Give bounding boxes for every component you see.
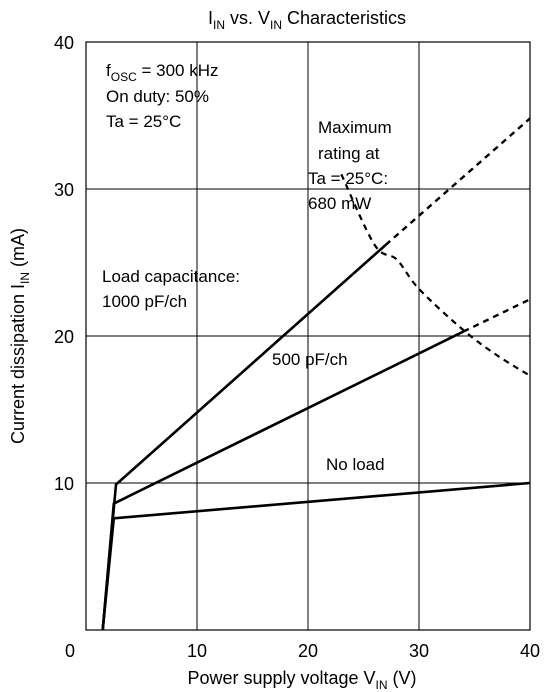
title-mid: vs. V bbox=[225, 8, 270, 28]
x-axis-label-main: Power supply voltage V bbox=[187, 668, 375, 688]
fosc-main: f bbox=[106, 61, 111, 80]
series-label-500pf: 500 pF/ch bbox=[272, 350, 348, 369]
curve-labels: Maximum rating at Ta = 25°C: 680 mW Load… bbox=[102, 118, 392, 474]
title-sub2: IN bbox=[270, 18, 282, 32]
title-sub1: IN bbox=[213, 18, 225, 32]
y-axis-label-sub: IN bbox=[18, 272, 32, 284]
origin-label: 0 bbox=[65, 641, 75, 661]
max-rating-label-1: Maximum bbox=[318, 118, 392, 137]
x-tick-label-1: 20 bbox=[298, 641, 318, 661]
y-tick-label-3: 40 bbox=[54, 33, 74, 53]
condition-duty: On duty: 50% bbox=[106, 87, 209, 106]
max-rating-label-3: Ta = 25°C: bbox=[308, 169, 388, 188]
plot-area bbox=[85, 41, 531, 631]
title-tail: Characteristics bbox=[282, 8, 406, 28]
y-tick-label-0: 10 bbox=[54, 474, 74, 494]
max-rating-label-4: 680 mW bbox=[308, 194, 371, 213]
y-axis-label-tail: (mA) bbox=[8, 228, 28, 272]
y-tick-labels: 10 20 30 40 bbox=[54, 33, 74, 494]
title-main: I bbox=[208, 8, 213, 28]
series-label-no-load: No load bbox=[326, 455, 385, 474]
series-line-2 bbox=[101, 481, 531, 631]
series-extension-1 bbox=[462, 298, 531, 333]
y-axis-label: Current dissipation IIN (mA) bbox=[8, 228, 32, 444]
x-axis-label: Power supply voltage VIN (V) bbox=[187, 668, 416, 692]
conditions-block: fOSC = 300 kHz On duty: 50% Ta = 25°C bbox=[106, 61, 219, 131]
fosc-tail: = 300 kHz bbox=[137, 61, 219, 80]
chart-title: IIN vs. VIN Characteristics bbox=[208, 8, 406, 32]
max-rating-curve bbox=[340, 173, 531, 377]
x-axis-label-tail: (V) bbox=[388, 668, 417, 688]
x-tick-label-3: 40 bbox=[520, 641, 540, 661]
condition-fosc: fOSC = 300 kHz bbox=[106, 61, 219, 84]
series-extension-0 bbox=[384, 117, 531, 246]
max-rating-label-2: rating at bbox=[318, 144, 380, 163]
y-tick-label-2: 30 bbox=[54, 180, 74, 200]
x-tick-label-0: 10 bbox=[187, 641, 207, 661]
series-group bbox=[101, 117, 531, 631]
condition-ta: Ta = 25°C bbox=[106, 112, 181, 131]
series-line-1 bbox=[101, 330, 464, 631]
x-axis-label-sub: IN bbox=[376, 678, 388, 692]
x-tick-labels: 10 20 30 40 bbox=[187, 641, 540, 661]
plot-frame bbox=[85, 41, 531, 631]
y-tick-label-1: 20 bbox=[54, 327, 74, 347]
fosc-sub: OSC bbox=[111, 70, 137, 84]
y-axis-label-main: Current dissipation I bbox=[8, 284, 28, 444]
x-tick-label-2: 30 bbox=[409, 641, 429, 661]
max-rating-curve-group bbox=[340, 173, 531, 377]
series-label-1000pf-line2: 1000 pF/ch bbox=[102, 292, 187, 311]
series-label-1000pf-line1: Load capacitance: bbox=[102, 267, 240, 286]
